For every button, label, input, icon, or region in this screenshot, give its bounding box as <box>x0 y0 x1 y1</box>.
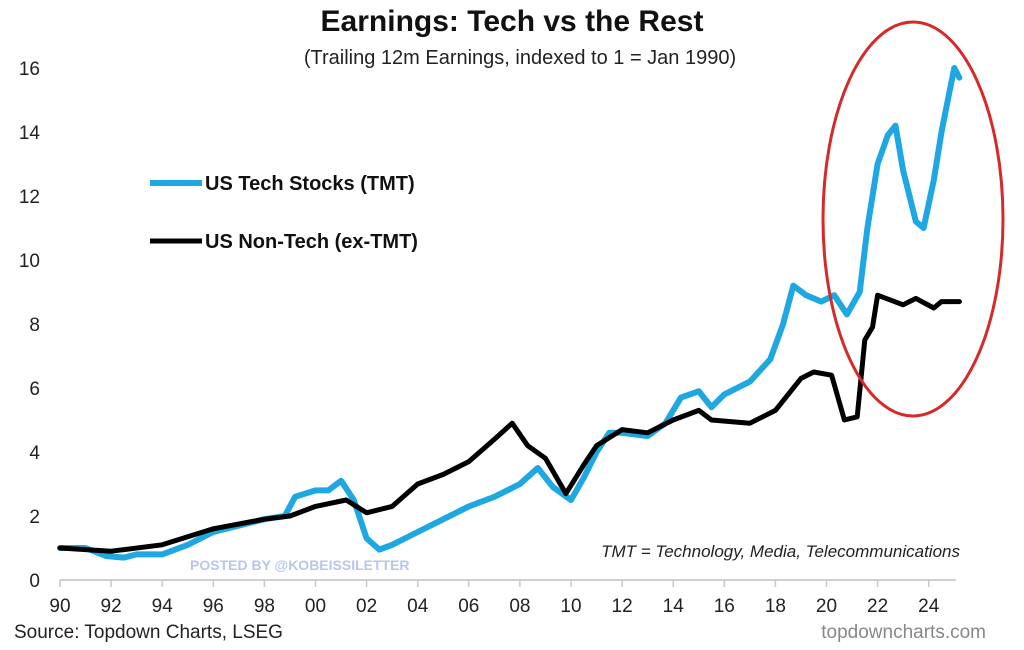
x-tick-label: 24 <box>918 596 940 617</box>
y-tick-label: 16 <box>19 59 40 80</box>
y-tick-label: 10 <box>19 251 40 272</box>
y-tick-label: 2 <box>29 507 40 528</box>
watermark: POSTED BY @KOBEISSILETTER <box>190 557 410 573</box>
y-tick-label: 8 <box>29 315 40 336</box>
x-tick-label: 22 <box>867 596 888 617</box>
x-tick-label: 06 <box>458 596 479 617</box>
y-tick-label: 14 <box>19 123 41 144</box>
x-tick-label: 10 <box>560 596 581 617</box>
series-line-tech <box>57 65 963 561</box>
chart-title: Earnings: Tech vs the Rest <box>321 5 704 38</box>
x-tick-label: 94 <box>152 596 174 617</box>
legend-label-nontech: US Non-Tech (ex-TMT) <box>205 231 418 253</box>
series-line-nontech <box>57 292 962 554</box>
y-axis: 0 2 4 6 8 10 12 14 16 <box>19 59 41 592</box>
x-tick-label: 98 <box>254 596 275 617</box>
y-tick-label: 4 <box>29 443 40 464</box>
tmt-note: TMT = Technology, Media, Telecommunicati… <box>601 542 960 561</box>
x-tick-label: 18 <box>765 596 786 617</box>
legend: US Tech Stocks (TMT) US Non-Tech (ex-TMT… <box>150 173 418 253</box>
x-tick-label: 14 <box>663 596 685 617</box>
brand-text: topdowncharts.com <box>821 622 986 643</box>
series-layer <box>57 65 963 561</box>
chart-subtitle: (Trailing 12m Earnings, indexed to 1 = J… <box>304 47 736 69</box>
highlight-ellipse <box>821 20 1005 418</box>
legend-label-tech: US Tech Stocks (TMT) <box>205 173 415 195</box>
x-tick-label: 02 <box>356 596 377 617</box>
y-tick-label: 6 <box>29 379 40 400</box>
x-tick-label: 12 <box>612 596 633 617</box>
x-tick-label: 90 <box>49 596 70 617</box>
x-tick-label: 92 <box>101 596 122 617</box>
x-tick-label: 00 <box>305 596 326 617</box>
x-tick-label: 16 <box>714 596 735 617</box>
x-tick-label: 08 <box>509 596 530 617</box>
source-text: Source: Topdown Charts, LSEG <box>14 622 283 643</box>
x-tick-label: 20 <box>816 596 837 617</box>
x-tick-label: 04 <box>407 596 429 617</box>
y-tick-label: 12 <box>19 187 40 208</box>
y-tick-label: 0 <box>29 571 40 592</box>
x-ticks: 90 92 94 96 98 00 02 04 06 08 10 12 14 16 18 20 22 24 <box>49 580 940 617</box>
x-tick-label: 96 <box>203 596 224 617</box>
